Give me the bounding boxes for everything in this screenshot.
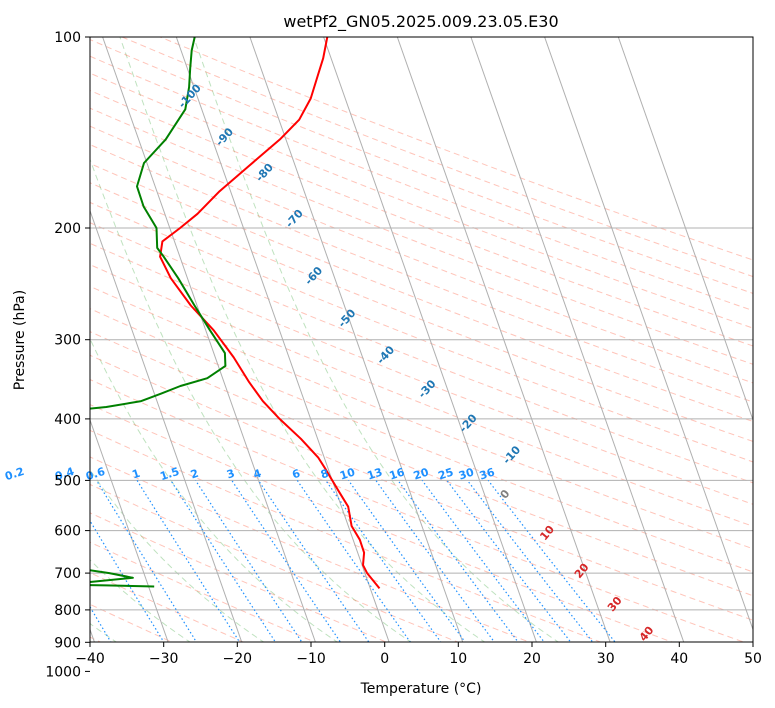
isotherm [90, 209, 243, 642]
y-tick-label: 400 [54, 412, 81, 428]
x-axis-title: Temperature (°C) [360, 681, 482, 697]
mixing-ratio-line [170, 480, 277, 642]
dewpoint-line [90, 37, 227, 588]
mixing-ratio-label: 2 [189, 467, 200, 482]
y-tick-label: 100 [54, 30, 81, 46]
dry-adiabat [90, 483, 459, 642]
y-tick-label: 800 [54, 603, 81, 619]
mixing-ratio-line [95, 480, 198, 642]
x-tick-label: −30 [149, 651, 179, 667]
x-tick-label: 40 [670, 651, 688, 667]
y-tick-label: 300 [54, 333, 81, 349]
mixing-ratio-line [466, 480, 594, 642]
y-tick-label: 500 [54, 473, 81, 489]
mixing-ratio-label: 13 [366, 466, 385, 483]
axes: −40 −30 −20 −10 0 10 20 30 40 5010020030040050060… [45, 30, 762, 680]
x-tick-label: 30 [597, 651, 615, 667]
mixing-ratio-label: 6 [291, 467, 303, 482]
isotherm [90, 418, 169, 642]
mixing-ratio-label: 20 [412, 465, 431, 482]
y-tick-label: 600 [54, 524, 81, 540]
mixing-ratio-line [375, 480, 496, 642]
dry-adiabat [90, 354, 753, 621]
mixing-ratio-label: 0.2 [3, 465, 26, 483]
y-tick-label: 1000 [45, 664, 81, 680]
x-tick-label: 50 [744, 651, 762, 667]
moist-adiabat [119, 37, 486, 642]
mixing-ratio-line [348, 480, 466, 642]
mixing-ratio-label: 1 [130, 467, 141, 482]
moist-adiabat [90, 337, 339, 642]
mixing-ratio-label: 30 [457, 465, 476, 482]
isotherm [175, 37, 390, 642]
mixing-ratio-label: 4 [252, 467, 264, 482]
x-tick-label: −20 [223, 651, 253, 667]
x-tick-label: 20 [523, 651, 541, 667]
isotherm [249, 37, 464, 642]
moist-adiabat [193, 37, 560, 642]
mixing-ratio-label: 0.4 [53, 465, 76, 483]
dry-adiabat [90, 125, 753, 384]
profile-lines [90, 37, 381, 590]
isotherm [617, 37, 753, 422]
dry-adiabat [90, 89, 753, 347]
mixing-ratio-line [195, 480, 303, 642]
moist-adiabat [90, 469, 265, 642]
dry-adiabat [90, 456, 531, 642]
isotherm [396, 37, 611, 642]
dry-adiabat [90, 162, 753, 423]
mixing-ratio-line [296, 480, 412, 642]
x-tick-label: 10 [449, 651, 467, 667]
mixing-ratio-line [136, 480, 241, 642]
temperature-line [159, 37, 381, 590]
mixing-ratio-line [487, 480, 616, 642]
dry-adiabat [90, 264, 753, 527]
mixing-ratio-label: 25 [437, 466, 456, 483]
moist-adiabat [90, 158, 412, 642]
dry-adiabat [90, 222, 753, 484]
y-tick-label: 200 [54, 221, 81, 237]
mixing-ratio-line [325, 480, 442, 642]
dry-adiabat [90, 308, 753, 573]
isotherm [544, 37, 753, 631]
y-tick-label: 900 [54, 635, 81, 651]
mixing-ratio-label: 36 [478, 465, 497, 482]
dry-adiabat [90, 285, 753, 550]
x-tick-label: 0 [380, 651, 389, 667]
background-lines [90, 37, 753, 642]
y-axis-title: Pressure (hPa) [12, 290, 28, 390]
mixing-ratio-line [397, 480, 519, 642]
dry-adiabat [90, 512, 388, 642]
dry-adiabat [90, 201, 753, 463]
dry-adiabat [90, 331, 753, 597]
x-tick-label: −40 [75, 651, 105, 667]
isotherm [323, 37, 537, 642]
y-tick-label: 700 [54, 566, 81, 582]
mixing-ratio-label: 8 [319, 467, 330, 482]
mixing-ratio-label: 3 [225, 467, 236, 482]
dry-adiabat [90, 72, 753, 329]
x-tick-label: −10 [296, 651, 326, 667]
mixing-ratio-label: 1.5 [158, 465, 181, 483]
mixing-ratio-label: 16 [388, 465, 407, 482]
mixing-ratio-label: 10 [338, 465, 357, 482]
isotherm [102, 37, 316, 642]
isotherm [470, 37, 685, 642]
chart-title: wetPf2_GN05.2025.009.23.05.E30 [283, 12, 558, 32]
